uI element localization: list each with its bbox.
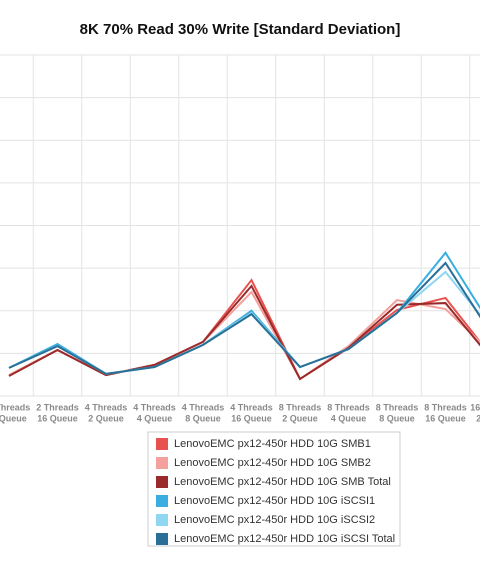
- x-tick-label: 2 Queue: [282, 413, 318, 423]
- legend-swatch: [156, 495, 168, 507]
- series-line: [8, 251, 480, 375]
- x-tick-label: 8 Threads: [327, 402, 370, 412]
- legend-swatch: [156, 457, 168, 469]
- x-tick-label: 16 Queue: [37, 413, 78, 423]
- x-tick-label: 8 Threads: [279, 402, 322, 412]
- x-tick-label: 16 Queue: [231, 413, 272, 423]
- x-tick-label: 8 Queue: [0, 413, 27, 423]
- legend-label: LenovoEMC px12-450r HDD 10G iSCSI1: [174, 495, 375, 507]
- x-tick-label: 2 Queue: [88, 413, 124, 423]
- legend-label: LenovoEMC px12-450r HDD 10G SMB Total: [174, 476, 391, 488]
- legend-label: LenovoEMC px12-450r HDD 10G SMB2: [174, 457, 371, 469]
- x-tick-label: 4 Threads: [182, 402, 225, 412]
- series-line: [8, 261, 480, 375]
- legend-label: LenovoEMC px12-450r HDD 10G iSCSI2: [174, 514, 375, 526]
- legend-swatch: [156, 533, 168, 545]
- x-tick-label: 4 Queue: [331, 413, 367, 423]
- legend-label: LenovoEMC px12-450r HDD 10G iSCSI Total: [174, 533, 395, 545]
- x-tick-label: 8 Threads: [376, 402, 419, 412]
- legend-swatch: [156, 514, 168, 526]
- x-tick-label: 4 Threads: [230, 402, 273, 412]
- chart-title: 8K 70% Read 30% Write [Standard Deviatio…: [80, 21, 401, 38]
- x-tick-label: 2 Threads: [0, 402, 30, 412]
- legend-swatch: [156, 476, 168, 488]
- x-tick-label: 8 Queue: [379, 413, 415, 423]
- x-tick-label: 4 Threads: [85, 402, 128, 412]
- legend-box: [147, 431, 401, 547]
- legend-swatch: [156, 438, 168, 450]
- x-tick-label: 2 Threads: [36, 402, 79, 412]
- x-tick-label: 8 Queue: [185, 413, 221, 423]
- x-tick-label: 8 Threads: [424, 402, 467, 412]
- x-tick-label: 16 Queue: [425, 413, 466, 423]
- x-tick-label: 16 Threads: [470, 402, 480, 412]
- x-tick-label: 4 Threads: [133, 402, 176, 412]
- x-tick-label: 2 Queue: [476, 413, 480, 423]
- series-line: [8, 284, 480, 381]
- legend-label: LenovoEMC px12-450r HDD 10G SMB1: [174, 438, 371, 450]
- x-tick-label: 4 Queue: [137, 413, 173, 423]
